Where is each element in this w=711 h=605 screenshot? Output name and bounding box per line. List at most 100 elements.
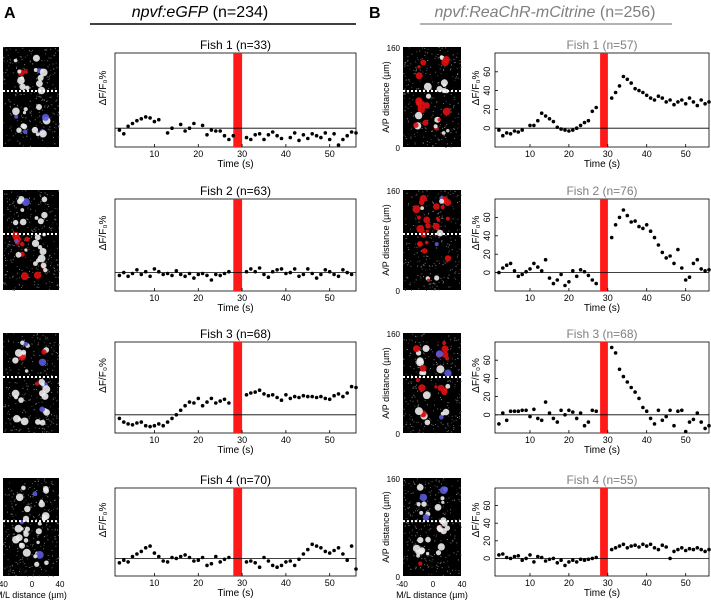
noise-speck xyxy=(410,515,411,517)
noise-speck xyxy=(50,424,52,426)
noise-speck xyxy=(440,561,442,563)
noise-speck xyxy=(28,488,29,490)
data-point xyxy=(301,552,306,556)
cell xyxy=(423,82,432,91)
data-point xyxy=(551,416,556,421)
noise-speck xyxy=(453,552,455,554)
noise-speck xyxy=(40,398,42,399)
cell xyxy=(15,251,22,258)
genotype-name: npvf:ReaChR-mCitrine xyxy=(435,4,596,21)
cell xyxy=(32,54,40,62)
data-point xyxy=(656,408,661,413)
noise-speck xyxy=(438,139,440,141)
noise-speck xyxy=(44,105,46,107)
noise-speck xyxy=(22,145,24,147)
noise-speck xyxy=(23,339,25,341)
noise-speck xyxy=(418,366,420,368)
noise-speck xyxy=(19,559,21,561)
noise-speck xyxy=(14,500,16,502)
xtick-label: 10 xyxy=(525,293,535,303)
noise-speck xyxy=(443,362,445,364)
image-ytick-top: 160 xyxy=(0,187,1,196)
data-point xyxy=(508,409,513,414)
noise-speck xyxy=(41,227,43,229)
data-point xyxy=(536,265,540,269)
data-point xyxy=(209,128,214,132)
noise-speck xyxy=(421,66,423,68)
data-point xyxy=(275,268,279,272)
cell xyxy=(435,550,442,556)
data-point xyxy=(664,256,668,260)
noise-speck xyxy=(54,72,56,74)
noise-speck xyxy=(42,431,43,433)
noise-speck xyxy=(414,358,416,360)
data-point xyxy=(574,416,579,421)
cell xyxy=(35,132,40,137)
noise-speck xyxy=(418,508,420,510)
noise-speck xyxy=(8,65,10,67)
data-point xyxy=(609,547,614,552)
image-xtick: 40 xyxy=(458,580,467,589)
data-point xyxy=(501,552,505,556)
noise-speck xyxy=(443,103,444,104)
noise-speck xyxy=(458,347,460,349)
data-point xyxy=(528,267,532,271)
noise-speck xyxy=(9,105,11,107)
noise-speck xyxy=(438,212,439,214)
noise-speck xyxy=(409,418,411,420)
noise-speck xyxy=(16,492,18,494)
data-point xyxy=(187,400,192,404)
noise-speck xyxy=(408,243,410,244)
cell xyxy=(35,551,44,559)
cell xyxy=(417,537,424,544)
noise-speck xyxy=(422,333,424,335)
noise-speck xyxy=(431,424,433,425)
noise-speck xyxy=(35,402,37,404)
noise-speck xyxy=(454,117,456,119)
noise-speck xyxy=(9,277,11,279)
noise-speck xyxy=(405,373,407,375)
data-point xyxy=(139,117,144,121)
noise-speck xyxy=(36,78,38,80)
noise-speck xyxy=(450,132,452,134)
noise-speck xyxy=(21,58,23,60)
noise-speck xyxy=(452,218,454,220)
noise-speck xyxy=(3,282,5,284)
noise-speck xyxy=(15,207,17,209)
noise-speck xyxy=(22,136,24,138)
data-point xyxy=(501,411,505,415)
data-point xyxy=(183,403,187,408)
noise-speck xyxy=(418,288,420,290)
cell xyxy=(12,219,19,226)
noise-speck xyxy=(33,340,35,342)
noise-speck xyxy=(26,526,27,527)
noise-speck xyxy=(51,567,53,569)
noise-speck xyxy=(407,507,409,509)
noise-speck xyxy=(11,571,13,573)
data-point xyxy=(249,137,253,142)
noise-speck xyxy=(7,339,9,341)
noise-speck xyxy=(422,432,424,433)
cell xyxy=(23,538,29,543)
noise-speck xyxy=(28,248,30,250)
data-point xyxy=(292,394,297,399)
active-cell xyxy=(442,107,451,116)
data-point xyxy=(349,384,354,389)
noise-speck xyxy=(455,261,457,263)
noise-speck xyxy=(7,227,9,229)
cell xyxy=(17,76,25,85)
data-point xyxy=(582,269,587,274)
noise-speck xyxy=(429,369,431,371)
noise-speck xyxy=(457,117,459,118)
noise-speck xyxy=(428,482,430,484)
data-point xyxy=(148,274,152,279)
noise-speck xyxy=(5,531,7,533)
noise-speck xyxy=(440,408,442,410)
cell xyxy=(436,365,445,374)
noise-speck xyxy=(416,384,417,386)
noise-speck xyxy=(438,281,440,283)
noise-speck xyxy=(30,138,32,140)
noise-speck xyxy=(14,287,16,289)
noise-speck xyxy=(54,342,56,343)
noise-speck xyxy=(404,93,406,95)
